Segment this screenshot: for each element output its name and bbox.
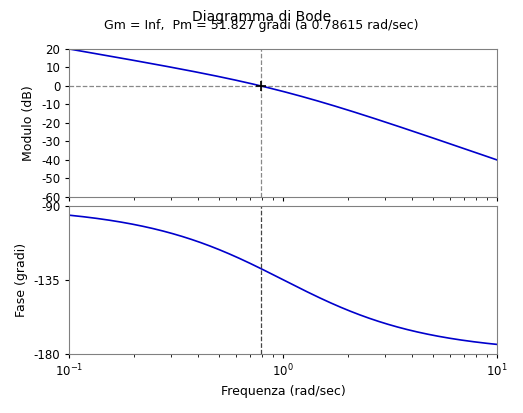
Y-axis label: Modulo (dB): Modulo (dB): [22, 85, 36, 161]
Text: Diagramma di Bode: Diagramma di Bode: [192, 10, 331, 24]
X-axis label: Frequenza (rad/sec): Frequenza (rad/sec): [221, 385, 346, 398]
Text: Gm = Inf,  Pm = 51.827 gradi (a 0.78615 rad/sec): Gm = Inf, Pm = 51.827 gradi (a 0.78615 r…: [104, 19, 419, 31]
Y-axis label: Fase (gradi): Fase (gradi): [15, 243, 28, 317]
